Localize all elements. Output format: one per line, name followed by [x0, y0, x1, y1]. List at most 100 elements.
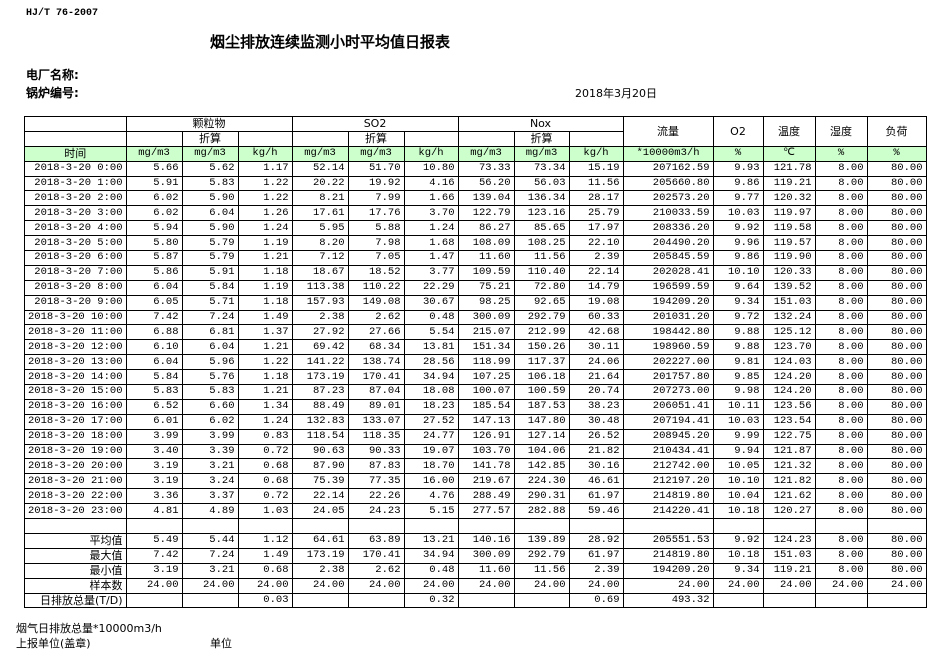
- cell: 4.81: [125, 503, 183, 520]
- header-blank: [457, 130, 515, 147]
- cell: 8.00: [814, 562, 868, 579]
- cell: 24.00: [237, 577, 293, 594]
- cell: 194209.20: [622, 562, 714, 579]
- cell: 80.00: [866, 354, 927, 371]
- cell: 138.74: [347, 354, 405, 371]
- cell: 142.85: [513, 458, 570, 475]
- flue-gas-total-label: 烟气日排放总量*10000m3/h: [16, 622, 162, 635]
- cell: 42.68: [568, 324, 624, 341]
- row-label: 2018-3-20 14:00: [24, 369, 127, 386]
- cell: 10.10: [712, 473, 764, 490]
- cell: 19.92: [347, 175, 405, 192]
- cell: 26.52: [568, 428, 624, 445]
- cell: 80.00: [866, 503, 927, 520]
- row-label: 2018-3-20 12:00: [24, 339, 127, 356]
- cell: 80.00: [866, 428, 927, 445]
- cell: 30.48: [568, 413, 624, 430]
- cell: 11.56: [568, 175, 624, 192]
- cell: 119.21: [762, 175, 816, 192]
- cell: kg/h: [568, 145, 624, 162]
- cell: 1.66: [403, 190, 459, 207]
- cell: 212742.00: [622, 458, 714, 475]
- cell: 80.00: [866, 220, 927, 237]
- cell: 8.00: [814, 547, 868, 564]
- cell: 88.49: [291, 398, 349, 415]
- cell: 194209.20: [622, 294, 714, 311]
- cell: [568, 518, 624, 534]
- header-blank: [24, 130, 127, 147]
- cell: [237, 518, 293, 534]
- cell: *10000m3/h: [622, 145, 714, 162]
- cell: 1.24: [237, 220, 293, 237]
- cell: 80.00: [866, 294, 927, 311]
- cell: 5.91: [181, 264, 239, 281]
- table-row: 2018-3-20 10:00 7.42 7.24 1.49 2.38 2.62 0.48 3…: [24, 309, 927, 326]
- summary-row: 最大值 7.42 7.24 1.49 173.19 170.41 34.94 300.09 29…: [24, 547, 927, 564]
- row-label: 2018-3-20 1:00: [24, 175, 127, 192]
- cell: 119.90: [762, 250, 816, 266]
- row-label: 2018-3-20 9:00: [24, 294, 127, 311]
- cell: 2.38: [291, 309, 349, 326]
- cell: 149.08: [347, 294, 405, 311]
- cell: 104.06: [513, 443, 570, 460]
- cell: 80.00: [866, 190, 927, 207]
- cell: [403, 518, 459, 534]
- cell: 27.66: [347, 324, 405, 341]
- cell: 120.33: [762, 264, 816, 281]
- cell: 61.97: [568, 547, 624, 564]
- cell: 8.00: [814, 250, 868, 266]
- cell: ℃: [762, 145, 816, 162]
- cell: 6.52: [125, 398, 183, 415]
- cell: 201031.20: [622, 309, 714, 326]
- table-row: 2018-3-20 17:00 6.01 6.02 1.24 132.83 133.07 2…: [24, 413, 927, 430]
- cell: 282.88: [513, 503, 570, 520]
- cell: 5.94: [125, 220, 183, 237]
- cell: 5.91: [125, 175, 183, 192]
- cell: 10.18: [712, 547, 764, 564]
- cell: 140.16: [457, 532, 515, 549]
- cell: 1.03: [237, 503, 293, 520]
- unit-label: 单位: [210, 637, 232, 650]
- cell: 7.42: [125, 547, 183, 564]
- cell: 214220.41: [622, 503, 714, 520]
- cell: 3.36: [125, 488, 183, 505]
- cell: [513, 592, 570, 609]
- cell: 150.26: [513, 339, 570, 356]
- cell: [181, 518, 239, 534]
- cell: 6.81: [181, 324, 239, 341]
- row-label: 最大值: [24, 547, 127, 564]
- cell: 75.21: [457, 279, 515, 296]
- cell: 9.64: [712, 279, 764, 296]
- row-label: 样本数: [24, 577, 127, 594]
- cell: 1.17: [237, 160, 293, 177]
- cell: 5.44: [181, 532, 239, 549]
- header-so2-converted: 折算: [347, 130, 405, 147]
- cell: 80.00: [866, 532, 927, 549]
- cell: 2.39: [568, 250, 624, 266]
- cell: 3.21: [181, 458, 239, 475]
- cell: 208336.20: [622, 220, 714, 237]
- cell: 208945.20: [622, 428, 714, 445]
- cell: 1.24: [403, 220, 459, 237]
- table-row: 2018-3-20 19:00 3.40 3.39 0.72 90.63 90.33 19.…: [24, 443, 927, 460]
- cell: 100.07: [457, 384, 515, 400]
- cell: [125, 592, 183, 609]
- cell: 24.00: [568, 577, 624, 594]
- cell: 119.58: [762, 220, 816, 237]
- cell: 210033.59: [622, 205, 714, 222]
- row-label: 2018-3-20 19:00: [24, 443, 127, 460]
- cell: 87.23: [291, 384, 349, 400]
- cell: 214819.80: [622, 488, 714, 505]
- row-label: 2018-3-20 6:00: [24, 250, 127, 266]
- cell: 201757.80: [622, 369, 714, 386]
- cell: 80.00: [866, 175, 927, 192]
- cell: 38.23: [568, 398, 624, 415]
- cell: [181, 592, 239, 609]
- header-pm-converted: 折算: [181, 130, 239, 147]
- table-row: 2018-3-20 2:00 6.02 5.90 1.22 8.21 7.99 1.66 13…: [24, 190, 927, 207]
- cell: 125.12: [762, 324, 816, 341]
- cell: 5.95: [291, 220, 349, 237]
- cell: 24.00: [866, 577, 927, 594]
- cell: 5.84: [181, 279, 239, 296]
- cell: 4.89: [181, 503, 239, 520]
